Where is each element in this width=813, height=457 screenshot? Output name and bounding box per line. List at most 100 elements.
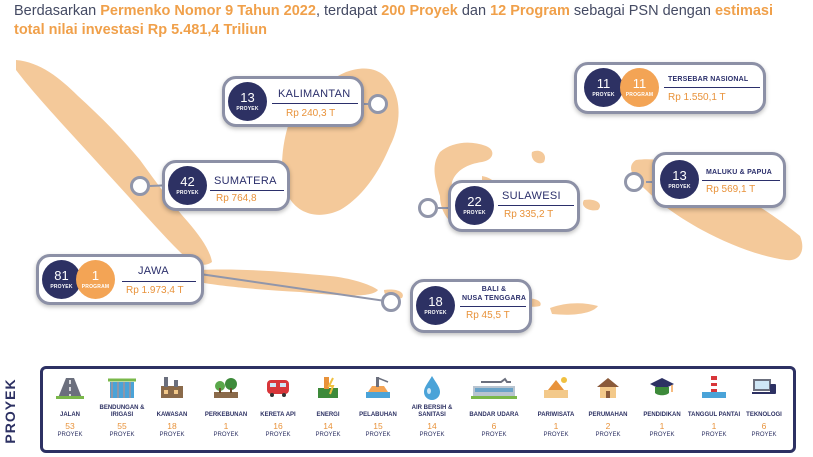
region-name: SUMATERA bbox=[214, 175, 277, 187]
category-unit: PROYEK bbox=[481, 432, 507, 438]
project-count: 42 bbox=[180, 174, 195, 189]
investment-value: Rp 240,3 T bbox=[286, 108, 336, 119]
program-label: PROGRAM bbox=[625, 92, 654, 98]
region-name-line2: NUSA TENGGARA bbox=[462, 295, 527, 302]
category-name: KERETA API bbox=[260, 411, 296, 418]
headline-project-total: 200 Proyek bbox=[381, 3, 458, 19]
region-name: BALI & NUSA TENGGARA bbox=[462, 285, 526, 303]
technology-icon bbox=[750, 374, 778, 400]
category-count: 2 bbox=[605, 421, 611, 431]
category-pariwisata[interactable]: PARIWISATA 1 PROYEK bbox=[528, 374, 584, 438]
category-bandar-udara[interactable]: BANDAR UDARA 6 PROYEK bbox=[464, 374, 524, 438]
region-name: KALIMANTAN bbox=[278, 88, 351, 100]
category-unit: PROYEK bbox=[751, 432, 777, 438]
category-count: 6 bbox=[491, 421, 497, 431]
category-tanggul-pantai[interactable]: TANGGUL PANTAI 1 PROYEK bbox=[686, 374, 742, 438]
category-perkebunan[interactable]: PERKEBUNAN 1 PROYEK bbox=[198, 374, 254, 438]
category-count: 1 bbox=[659, 421, 665, 431]
jawa-program-badge: 1 PROGRAM bbox=[76, 260, 115, 299]
project-count: 13 bbox=[240, 90, 255, 105]
program-label: PROGRAM bbox=[81, 284, 110, 290]
divider bbox=[498, 205, 574, 206]
category-pendidikan[interactable]: PENDIDIKAN 1 PROYEK bbox=[634, 374, 690, 438]
category-pelabuhan[interactable]: PELABUHAN 15 PROYEK bbox=[350, 374, 406, 438]
divider bbox=[272, 103, 358, 104]
tourism-icon bbox=[542, 374, 570, 400]
bali-project-badge: 18 PROYEK bbox=[416, 286, 455, 325]
region-name: JAWA bbox=[138, 265, 169, 277]
industrial-area-icon bbox=[158, 374, 186, 400]
category-count: 1 bbox=[223, 421, 229, 431]
project-label: PROYEK bbox=[176, 190, 199, 196]
sulawesi-pin[interactable] bbox=[418, 198, 438, 218]
category-count: 53 bbox=[65, 421, 75, 431]
category-name: PARIWISATA bbox=[537, 411, 575, 418]
category-count: 55 bbox=[117, 421, 127, 431]
category-energi[interactable]: ENERGI 14 PROYEK bbox=[300, 374, 356, 438]
sumatra-island bbox=[16, 60, 212, 265]
program-count: 11 bbox=[632, 76, 647, 91]
project-label: PROYEK bbox=[236, 106, 259, 112]
category-name: TEKNOLOGI bbox=[746, 411, 782, 418]
category-unit: PROYEK bbox=[315, 432, 341, 438]
investment-value: Rp 1.550,1 T bbox=[668, 92, 726, 103]
category-jalan[interactable]: JALAN 53 PROYEK bbox=[42, 374, 98, 438]
category-count: 18 bbox=[167, 421, 177, 431]
java-island bbox=[198, 269, 378, 296]
category-name: AIR BERSIH & SANITASI bbox=[411, 405, 453, 418]
sumatera-pin[interactable] bbox=[130, 176, 150, 196]
category-count: 15 bbox=[373, 421, 383, 431]
nasional-program-badge: 11 PROGRAM bbox=[620, 68, 659, 107]
category-unit: PROYEK bbox=[265, 432, 291, 438]
divider bbox=[460, 306, 526, 307]
category-name: JALAN bbox=[59, 411, 80, 418]
nasional-project-badge: 11 PROYEK bbox=[584, 68, 623, 107]
plantation-icon bbox=[212, 374, 240, 400]
category-unit: PROYEK bbox=[57, 432, 83, 438]
category-bendungan-irigasi[interactable]: BENDUNGAN & IRIGASI 55 PROYEK bbox=[94, 374, 150, 438]
maluku-islands bbox=[531, 150, 601, 211]
investment-value: Rp 764,8 bbox=[216, 193, 257, 204]
project-count: 22 bbox=[467, 194, 482, 209]
project-count: 18 bbox=[428, 294, 443, 309]
category-unit: PROYEK bbox=[213, 432, 239, 438]
category-name: TANGGUL PANTAI bbox=[687, 411, 741, 418]
airport-icon bbox=[471, 374, 517, 400]
region-name-line1: BALI & bbox=[481, 286, 507, 293]
education-icon bbox=[648, 374, 676, 400]
divider bbox=[702, 180, 780, 181]
energy-icon bbox=[314, 374, 342, 400]
category-teknologi[interactable]: TEKNOLOGI 6 PROYEK bbox=[736, 374, 792, 438]
category-name: PERKEBUNAN bbox=[204, 411, 248, 418]
bali-pin[interactable] bbox=[381, 292, 401, 312]
headline-text: dan bbox=[457, 3, 491, 19]
category-kawasan[interactable]: KAWASAN 18 PROYEK bbox=[144, 374, 200, 438]
maluku-pin[interactable] bbox=[624, 172, 644, 192]
category-unit: PROYEK bbox=[365, 432, 391, 438]
category-name: BENDUNGAN & IRIGASI bbox=[99, 405, 145, 418]
headline-regulation: Permenko Nomor 9 Tahun 2022 bbox=[100, 3, 316, 19]
investment-value: Rp 335,2 T bbox=[504, 209, 554, 220]
category-count: 6 bbox=[761, 421, 767, 431]
category-air-bersih-sanitasi[interactable]: AIR BERSIH & SANITASI 14 PROYEK bbox=[404, 374, 460, 438]
train-icon bbox=[264, 374, 292, 400]
headline-text: , terdapat bbox=[315, 3, 382, 19]
project-count: 13 bbox=[672, 168, 687, 183]
kalimantan-pin[interactable] bbox=[368, 94, 388, 114]
program-count: 1 bbox=[91, 268, 100, 283]
kalimantan-project-badge: 13 PROYEK bbox=[228, 82, 267, 121]
divider bbox=[122, 281, 196, 282]
housing-icon bbox=[594, 374, 622, 400]
category-count: 14 bbox=[323, 421, 333, 431]
jawa-project-badge: 81 PROYEK bbox=[42, 260, 81, 299]
project-label: PROYEK bbox=[668, 184, 691, 190]
category-unit: PROYEK bbox=[419, 432, 445, 438]
category-count: 1 bbox=[553, 421, 559, 431]
category-name: PELABUHAN bbox=[359, 411, 397, 418]
category-kereta-api[interactable]: KERETA API 16 PROYEK bbox=[250, 374, 306, 438]
headline: Berdasarkan Permenko Nomor 9 Tahun 2022,… bbox=[14, 2, 804, 40]
category-unit: PROYEK bbox=[701, 432, 727, 438]
category-perumahan[interactable]: PERUMAHAN 2 PROYEK bbox=[580, 374, 636, 438]
dam-icon bbox=[108, 374, 136, 400]
divider bbox=[664, 87, 760, 88]
